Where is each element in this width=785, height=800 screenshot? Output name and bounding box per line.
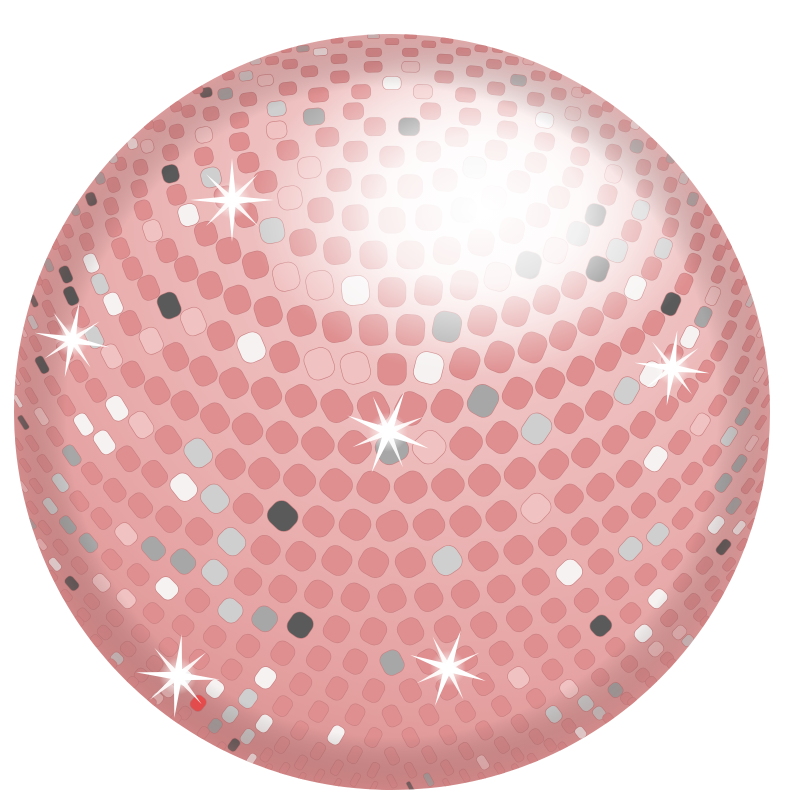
sparkle-icon [190, 158, 274, 242]
ball-rim-shade [14, 34, 770, 790]
sparkle-icon [34, 302, 110, 378]
sparkle-icon [410, 630, 486, 706]
sparkles [34, 158, 710, 718]
sparkle-icon [634, 330, 710, 406]
sparkle-icon [136, 634, 220, 718]
sparkle-icon [347, 391, 429, 473]
